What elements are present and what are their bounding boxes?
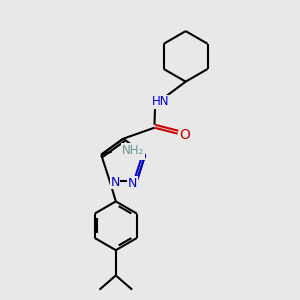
Text: O: O <box>179 128 190 142</box>
Text: N: N <box>110 176 120 189</box>
Text: HN: HN <box>152 95 169 108</box>
Text: N: N <box>128 176 137 190</box>
Text: N: N <box>135 147 145 160</box>
Text: NH₂: NH₂ <box>122 144 144 157</box>
